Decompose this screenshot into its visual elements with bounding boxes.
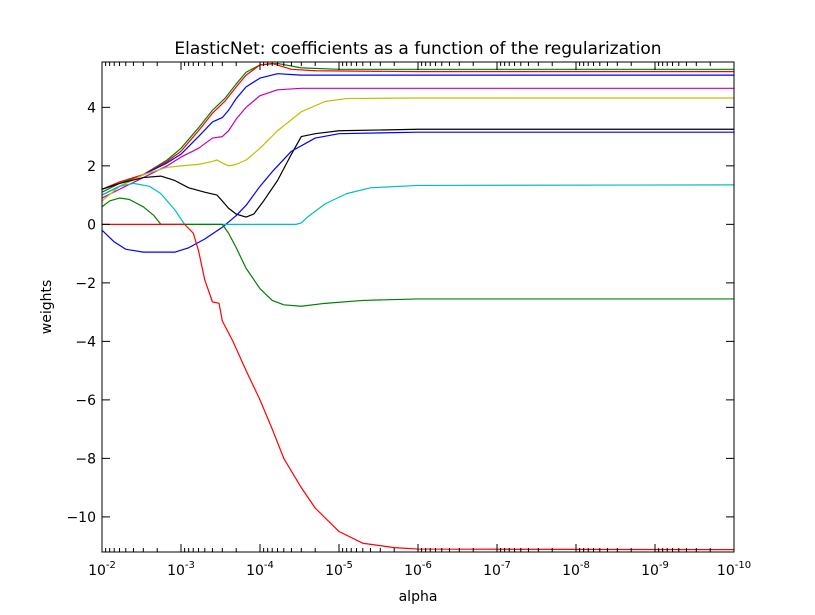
series-line-8 — [102, 182, 734, 225]
y-tick-label: −8 — [75, 451, 96, 467]
x-tick-label: 10-2 — [88, 560, 116, 579]
y-axis: 4 2 0 −2 −4 −6 −8 −10 — [66, 100, 734, 526]
x-tick-label: 10-6 — [404, 560, 432, 579]
series-line-7 — [102, 131, 734, 253]
x-tick-label: 10-8 — [562, 560, 590, 579]
series-layer — [102, 62, 734, 551]
series-line-4 — [102, 87, 734, 199]
series-line-6 — [102, 128, 734, 218]
series-line-3 — [102, 73, 734, 196]
x-tick-label: 10-4 — [246, 560, 274, 579]
x-tick-label: 10-7 — [483, 560, 511, 579]
y-tick-label: 2 — [87, 159, 96, 175]
y-tick-label: 4 — [87, 100, 96, 116]
series-line-2 — [102, 62, 734, 190]
y-tick-label: −10 — [66, 510, 96, 526]
chart-title: ElasticNet: coefficients as a function o… — [174, 39, 661, 59]
y-tick-label: −6 — [75, 393, 96, 409]
x-tick-label: 10-5 — [325, 560, 353, 579]
series-line-10 — [102, 223, 734, 551]
y-axis-label: weights — [39, 280, 55, 335]
x-tick-label: 10-9 — [641, 560, 669, 579]
x-axis: 10-2 10-3 10-4 10-5 10-6 10-7 10-8 10-9 10-10 — [88, 62, 751, 579]
y-tick-label: 0 — [87, 217, 96, 233]
y-tick-label: −2 — [75, 276, 96, 292]
x-axis-label: alpha — [399, 589, 438, 605]
y-tick-label: −4 — [75, 334, 96, 350]
series-line-9 — [102, 197, 734, 307]
x-tick-label: 10-10 — [717, 560, 751, 579]
plot-frame — [101, 61, 735, 553]
series-line-5 — [102, 97, 734, 202]
series-line-1 — [102, 62, 734, 193]
x-tick-label: 10-3 — [167, 560, 195, 579]
